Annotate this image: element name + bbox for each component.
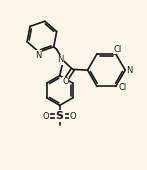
Text: N: N	[35, 51, 41, 60]
Text: S: S	[56, 111, 64, 121]
Text: Cl: Cl	[118, 83, 126, 92]
Text: O: O	[43, 112, 50, 121]
Text: O: O	[62, 77, 69, 86]
Text: Cl: Cl	[113, 45, 121, 54]
Text: N: N	[57, 55, 63, 64]
Text: N: N	[126, 66, 133, 75]
Text: O: O	[70, 112, 76, 121]
